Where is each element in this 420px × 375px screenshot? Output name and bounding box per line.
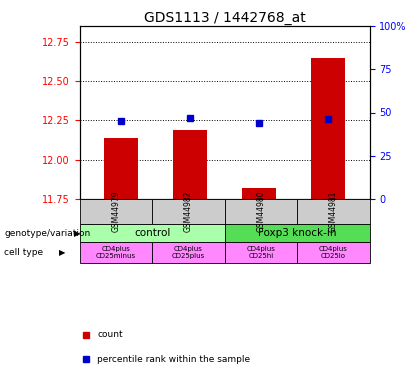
- Text: CD4plus
CD25hi: CD4plus CD25hi: [247, 246, 276, 259]
- Bar: [225, 242, 297, 262]
- Text: percentile rank within the sample: percentile rank within the sample: [97, 355, 250, 364]
- Text: GSM44982: GSM44982: [184, 191, 193, 232]
- Text: CD4plus
CD25minus: CD4plus CD25minus: [96, 246, 136, 259]
- Bar: [242, 188, 276, 199]
- Text: cell type: cell type: [4, 248, 43, 257]
- Bar: [104, 138, 139, 199]
- Text: count: count: [97, 330, 123, 339]
- Text: ▶: ▶: [59, 248, 65, 257]
- Text: Foxp3 knock-in: Foxp3 knock-in: [258, 228, 336, 238]
- Text: control: control: [134, 228, 171, 238]
- Bar: [225, 199, 297, 224]
- Text: ▶: ▶: [74, 229, 80, 238]
- Bar: [311, 58, 345, 199]
- Bar: [297, 242, 370, 262]
- Text: GSM44981: GSM44981: [329, 191, 338, 232]
- Bar: [80, 224, 225, 242]
- Bar: [152, 242, 225, 262]
- Text: GSM44980: GSM44980: [257, 191, 265, 232]
- Text: CD4plus
CD25lo: CD4plus CD25lo: [319, 246, 348, 259]
- Bar: [225, 224, 370, 242]
- Bar: [173, 130, 207, 199]
- Bar: [152, 199, 225, 224]
- Bar: [80, 242, 152, 262]
- Text: genotype/variation: genotype/variation: [4, 229, 90, 238]
- Bar: [80, 199, 152, 224]
- Bar: [297, 199, 370, 224]
- Text: GSM44979: GSM44979: [112, 190, 121, 232]
- Title: GDS1113 / 1442768_at: GDS1113 / 1442768_at: [144, 11, 306, 25]
- Text: CD4plus
CD25plus: CD4plus CD25plus: [172, 246, 205, 259]
